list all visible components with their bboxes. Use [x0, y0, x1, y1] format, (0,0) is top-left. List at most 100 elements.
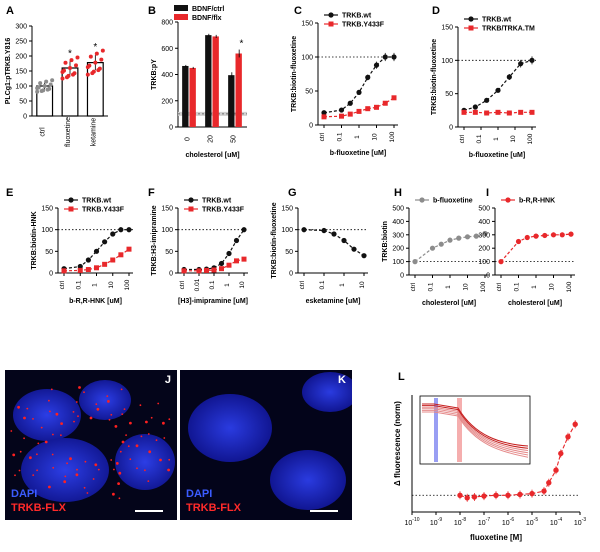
sample-point — [39, 89, 44, 94]
trkb-dot — [83, 486, 86, 489]
x-tick-label: 0 — [185, 137, 192, 141]
trkb-dot — [110, 459, 113, 461]
y-tick-label: 0 — [486, 273, 490, 280]
x-tick-label: ctrl — [40, 127, 47, 137]
trkb-dot — [73, 420, 75, 423]
trkb-dot — [140, 435, 143, 438]
data-point — [361, 253, 367, 259]
x-tick-label: 50 — [231, 135, 238, 143]
data-point — [568, 231, 574, 237]
y-axis-label: TRKB:biotin-fluoxetine — [271, 202, 278, 278]
panel-label-l: L — [398, 371, 405, 383]
x-tick-label: 10-5 — [526, 517, 538, 527]
trkb-dot — [32, 418, 34, 420]
data-point — [102, 239, 108, 245]
x-tick-label: 0.1 — [209, 280, 216, 289]
trkb-dot — [106, 395, 109, 397]
sample-point — [100, 48, 105, 53]
x-tick-label: ctrl — [410, 282, 417, 291]
sample-point — [35, 89, 40, 94]
sample-point — [60, 76, 65, 81]
sample-point — [45, 87, 50, 92]
dapi-label: DAPI — [11, 488, 38, 500]
nucleus-shape — [13, 389, 81, 441]
trkb-dot — [84, 460, 87, 463]
x-tick-label: 100 — [389, 131, 396, 142]
data-point — [85, 257, 91, 263]
data-point — [226, 250, 232, 257]
trkb-dot — [121, 440, 125, 444]
data-point — [505, 492, 511, 498]
nucleus-shape — [270, 450, 346, 510]
y-tick-label: 100 — [301, 55, 313, 62]
trkb-dot — [157, 402, 160, 405]
bar — [189, 67, 196, 127]
trkb-dot — [113, 468, 115, 471]
bar — [205, 35, 212, 127]
legend-marker — [68, 197, 74, 203]
data-point — [472, 104, 478, 110]
micro-k-image — [180, 370, 352, 520]
data-point — [472, 109, 478, 115]
legend-marker — [68, 206, 74, 212]
trkb-dot — [18, 469, 21, 472]
data-point — [495, 87, 501, 93]
data-point — [373, 62, 380, 68]
y-tick-label: 0 — [309, 123, 313, 130]
micro-j-image — [5, 370, 177, 520]
x-tick-label: 1 — [92, 283, 99, 287]
x-tick-label: ketamine — [90, 118, 97, 147]
sample-point — [74, 63, 78, 68]
y-tick-label: 100 — [15, 84, 27, 91]
inset-trace — [422, 411, 529, 458]
trkb-dot — [12, 453, 16, 457]
trkb-dot — [76, 468, 78, 471]
trkb-dot — [75, 401, 78, 403]
x-tick-label: ctrl — [299, 280, 306, 289]
nucleus-shape — [21, 438, 109, 502]
x-tick-label: 10-3 — [574, 517, 586, 527]
x-tick-label: 0.01 — [194, 278, 201, 291]
x-tick-label: 1 — [531, 285, 538, 289]
data-point — [471, 494, 478, 500]
significance-mark: * — [68, 48, 72, 59]
bar — [212, 36, 219, 127]
data-point — [461, 109, 467, 115]
x-tick-label: 1 — [354, 135, 361, 139]
data-point — [347, 100, 353, 106]
trkb-dot — [48, 399, 50, 402]
sample-point — [93, 60, 98, 65]
trkb-dot — [60, 422, 63, 425]
trkb-dot — [139, 404, 142, 407]
legend-marker — [468, 25, 474, 31]
trkb-dot — [147, 433, 150, 435]
data-point — [219, 266, 224, 272]
y-tick-label: 100 — [161, 227, 173, 234]
y-tick-label: 500 — [392, 206, 404, 213]
data-point — [429, 245, 436, 251]
trkb-dot — [162, 421, 165, 425]
data-point — [391, 54, 397, 60]
data-point — [464, 495, 470, 501]
data-point — [126, 246, 132, 252]
data-point — [77, 263, 83, 270]
data-point — [233, 237, 240, 244]
legend-marker — [328, 12, 334, 18]
panel-label-f: F — [148, 187, 155, 199]
data-point — [356, 108, 362, 114]
trkb-dot — [52, 433, 54, 436]
trkb-dot — [147, 480, 150, 482]
data-point — [542, 232, 548, 239]
trkb-dot — [26, 407, 29, 410]
inset-trace — [422, 405, 529, 449]
legend-label: TRKB.wt — [342, 13, 372, 20]
sample-point — [85, 65, 90, 70]
legend-label: TRKB.Y433F — [82, 207, 125, 214]
trkb-dot — [40, 426, 43, 429]
data-point — [118, 252, 124, 258]
legend-swatch — [174, 5, 188, 11]
sample-point — [63, 60, 68, 65]
data-point — [61, 268, 67, 274]
trkb-dot — [36, 453, 38, 456]
y-tick-label: 200 — [392, 246, 404, 253]
